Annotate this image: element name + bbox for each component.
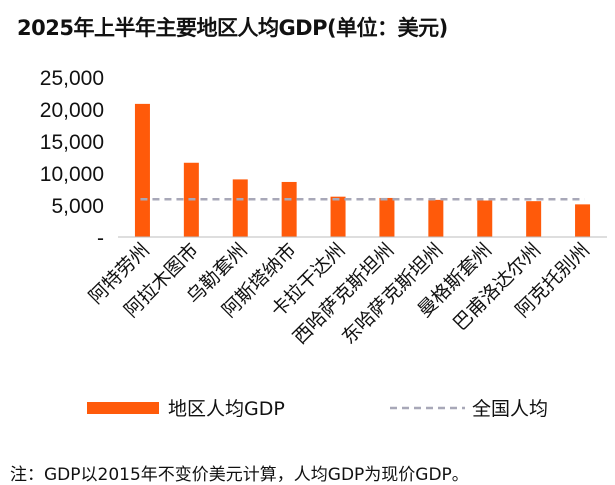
bar <box>575 204 591 237</box>
footnote: 注：GDP以2015年不变价美元计算，人均GDP为现价GDP。 <box>10 465 469 485</box>
bar <box>428 199 444 237</box>
bar <box>330 196 346 237</box>
bar <box>281 181 297 237</box>
bar <box>526 201 542 237</box>
legend-bar-swatch <box>87 402 159 414</box>
y-tick-label: 15,000 <box>40 131 104 154</box>
y-tick-label: 5,000 <box>51 195 104 218</box>
y-tick-label: 10,000 <box>40 163 104 186</box>
bar <box>232 179 248 237</box>
chart-title: 2025年上半年主要地区人均GDP(单位：美元) <box>17 16 448 40</box>
y-tick-label: - <box>97 227 104 250</box>
y-tick-label: 25,000 <box>40 67 104 90</box>
bar <box>477 200 493 237</box>
y-tick-label: 20,000 <box>40 99 104 122</box>
legend-label-line: 全国人均 <box>472 398 548 420</box>
legend-label-bar: 地区人均GDP <box>168 398 285 420</box>
bar-chart: -5,00010,00015,00020,00025,000阿特劳州阿拉木图市乌… <box>40 67 607 420</box>
bar <box>379 197 395 237</box>
bar <box>134 103 150 237</box>
